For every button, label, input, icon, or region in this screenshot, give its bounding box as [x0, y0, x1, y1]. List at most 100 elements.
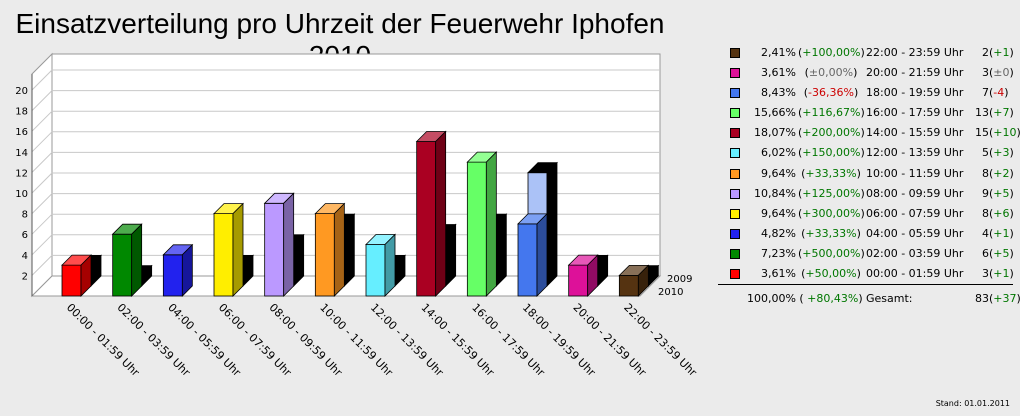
- bar-2010-11-front: [618, 274, 639, 297]
- y-tick-label: 12: [15, 168, 28, 179]
- total-delta: (+37): [989, 292, 1020, 305]
- legend-change-value: +125,00%: [802, 186, 861, 200]
- legend-percent: 18,07%: [754, 126, 796, 140]
- total-label: Gesamt:: [866, 292, 913, 305]
- bar-2010-0-side: [80, 254, 92, 297]
- legend-delta: (+5): [989, 246, 1014, 260]
- legend-change-value: -36,36%: [808, 86, 854, 100]
- legend-change: (+33,33%): [801, 226, 861, 240]
- legend-percent: 8,43%: [761, 86, 796, 100]
- left-wall: [31, 52, 53, 298]
- bar-2010-5-front: [314, 213, 335, 297]
- legend-swatch: [730, 188, 740, 199]
- legend-swatch: [730, 228, 740, 239]
- legend: 2,41% (+100,00%) 22:00 - 23:59 Uhr 2 (+1) 3,6…: [718, 44, 1020, 305]
- legend-time-range: 06:00 - 07:59 Uhr: [866, 206, 964, 220]
- legend-row: 8,43% (-36,36%) 18:00 - 19:59 Uhr 7 (-4): [718, 84, 1009, 104]
- legend-time-range: 20:00 - 21:59 Uhr: [866, 66, 964, 80]
- bar-2010-3-side: [232, 202, 244, 297]
- legend-change-value: +200,00%: [802, 126, 861, 140]
- gridline-side: [31, 152, 53, 173]
- bar-2010-9-side: [536, 212, 548, 297]
- series-label-2010: 2010: [658, 287, 683, 298]
- legend-count: 15: [975, 126, 989, 140]
- y-tick-label: 4: [22, 251, 28, 262]
- bar-2010-2-side: [181, 243, 193, 297]
- legend-change-value: +100,00%: [802, 46, 861, 59]
- legend-delta-value: +2: [993, 166, 1010, 180]
- legend-delta-value: +1: [993, 46, 1010, 59]
- legend-time-range: 14:00 - 15:59 Uhr: [866, 126, 964, 140]
- legend-count: 9: [982, 186, 989, 200]
- legend-count: 5: [982, 146, 989, 160]
- legend-delta: (+2): [989, 166, 1014, 180]
- bar-2010-3-front: [213, 213, 234, 297]
- y-tick-label: 2: [22, 271, 28, 282]
- legend-count: 4: [982, 226, 989, 240]
- legend-time-range: 10:00 - 11:59 Uhr: [866, 166, 964, 180]
- legend-percent: 2,41%: [761, 46, 796, 59]
- legend-change: (+50,00%): [801, 267, 861, 281]
- bar-2010-3: [213, 202, 244, 297]
- legend-change-value: +33,33%: [805, 226, 857, 240]
- bar-2010-1: [111, 223, 143, 297]
- total-count: 83: [975, 292, 989, 305]
- bar-2010-10-side: [587, 254, 599, 297]
- bar-2009-5-side: [343, 213, 355, 287]
- y-tick-label: 16: [15, 127, 28, 138]
- stand-date: Stand: 01.01.2011: [935, 399, 1010, 408]
- legend-time-range: 22:00 - 23:59 Uhr: [866, 46, 964, 59]
- legend-swatch: [730, 208, 740, 219]
- legend-change-value: ±0,00%: [808, 66, 854, 80]
- legend-row: 18,07%(+200,00%)14:00 - 15:59 Uhr 15(+10): [718, 124, 1020, 144]
- series-label-2009: 2009: [667, 274, 692, 285]
- legend-change: (+200,00%): [798, 126, 865, 140]
- bar-2010-11-side: [637, 264, 649, 297]
- bar-2010-9-front: [517, 223, 538, 297]
- total-change-value: +80,43%: [807, 292, 859, 305]
- legend-count: 6: [982, 246, 989, 260]
- bar-2010-0-front: [61, 264, 82, 297]
- legend-count: 3: [982, 267, 989, 281]
- legend-delta-value: +5: [993, 186, 1010, 200]
- legend-time-range: 02:00 - 03:59 Uhr: [866, 246, 964, 260]
- y-tick-label: 8: [22, 210, 28, 221]
- legend-divider: [718, 284, 1013, 285]
- bar-2010-8-side: [485, 151, 497, 297]
- legend-row: 6,02% (+150,00%) 12:00 - 13:59 Uhr 5 (+3): [718, 144, 1014, 164]
- legend-time-range: 12:00 - 13:59 Uhr: [866, 146, 964, 160]
- legend-row: 3,61% (±0,00%) 20:00 - 21:59 Uhr 3 (±0): [718, 64, 1014, 84]
- bar-2010-4: [263, 192, 295, 297]
- legend-change: (±0,00%): [804, 66, 858, 80]
- legend-percent: 7,23%: [761, 246, 796, 260]
- legend-row: 15,66% (+116,67%) 16:00 - 17:59 Uhr 13 (+7): [718, 104, 1014, 124]
- legend-change: (+100,00%): [798, 46, 865, 59]
- y-tick-label: 10: [15, 189, 28, 200]
- legend-percent: 3,61%: [761, 66, 796, 80]
- gridline-side: [31, 234, 53, 256]
- bar-2010-4-front: [264, 202, 285, 297]
- legend-delta-value: ±0: [993, 66, 1010, 80]
- legend-swatch: [730, 88, 740, 99]
- bar-2009-9-side: [546, 161, 558, 287]
- legend-delta-value: +1: [993, 226, 1010, 240]
- gridline-side: [31, 255, 53, 276]
- legend-total-row: 100,00%( +80,43%)Gesamt: 83(+37): [718, 292, 1020, 312]
- legend-change: (+150,00%): [798, 146, 865, 160]
- legend-delta: (+10): [989, 126, 1020, 140]
- gridline-side: [31, 69, 53, 91]
- legend-count: 3: [982, 66, 989, 80]
- legend-delta-value: +5: [993, 246, 1010, 260]
- legend-change: (+300,00%): [798, 206, 865, 220]
- legend-delta-value: +7: [993, 106, 1010, 120]
- legend-swatch: [730, 248, 740, 259]
- legend-row: 4,82% (+33,33%) 04:00 - 05:59 Uhr 4 (+1): [718, 225, 1014, 245]
- legend-change: (+116,67%): [798, 106, 865, 120]
- legend-swatch: [730, 68, 740, 79]
- legend-delta-value: +10: [993, 126, 1017, 140]
- legend-time-range: 08:00 - 09:59 Uhr: [866, 186, 964, 200]
- legend-delta: (+5): [989, 186, 1014, 200]
- legend-delta: (-4): [989, 86, 1009, 100]
- gridline-side: [31, 110, 53, 132]
- legend-delta: (+1): [989, 226, 1014, 240]
